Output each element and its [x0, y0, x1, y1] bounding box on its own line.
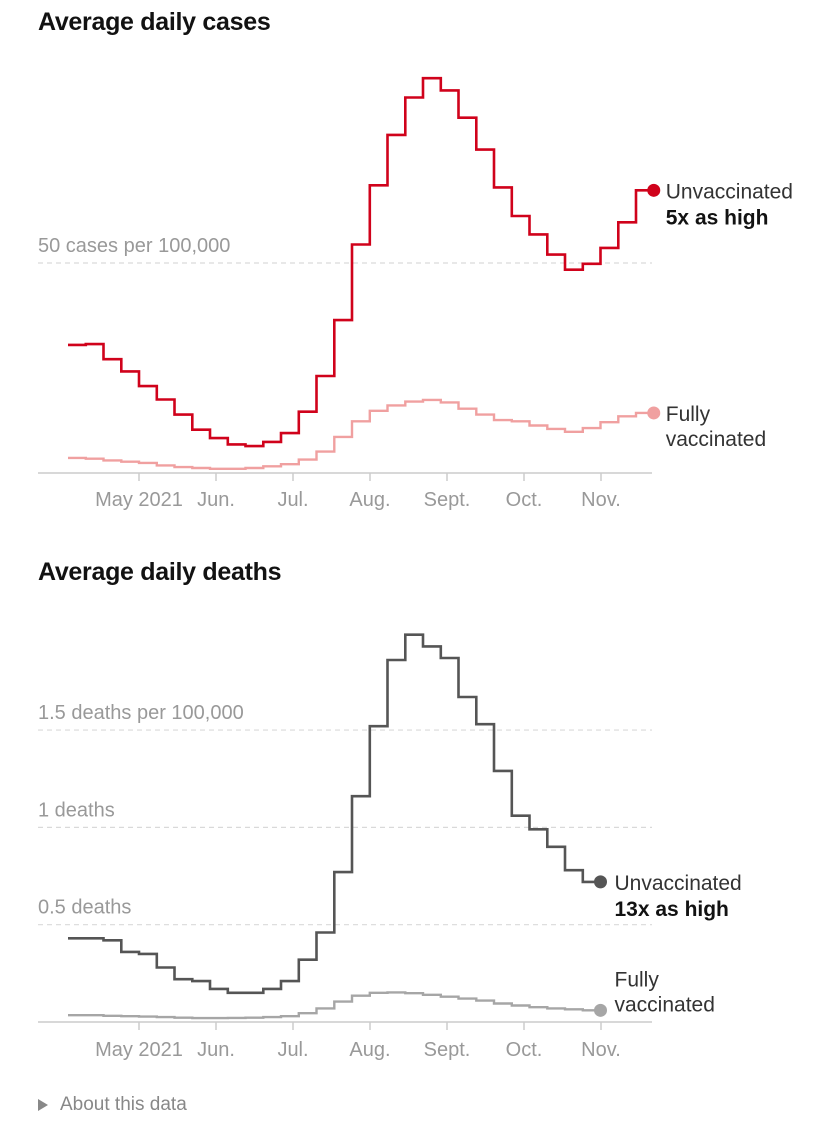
about-this-data-label: About this data — [60, 1094, 187, 1115]
y-reference-label: 50 cases per 100,000 — [38, 235, 230, 257]
series-end-dot — [594, 875, 607, 889]
x-tick-label: Jul. — [277, 1039, 308, 1061]
series-label: Fully — [666, 403, 711, 426]
x-tick-label: Jun. — [197, 1039, 235, 1061]
series-line-unvaccinated — [68, 76, 654, 448]
cases-chart: 50 cases per 100,000 May 2021 Jun. Jul. Aug.… — [38, 76, 793, 511]
series-line-unvaccinated — [68, 633, 601, 995]
series-label: Unvaccinated — [615, 872, 742, 895]
x-tick-label: May 2021 — [95, 489, 183, 511]
x-tick-label: May 2021 — [95, 1039, 183, 1061]
series-label: vaccinated — [615, 993, 715, 1016]
series-line-fully-vaccinated — [68, 991, 601, 1020]
series-end-dot — [647, 183, 661, 197]
series-annotation: 13x as high — [615, 898, 729, 921]
x-tick-label: Oct. — [506, 489, 543, 511]
x-tick-label: Jun. — [197, 489, 235, 511]
about-this-data-link[interactable]: About this data — [38, 1094, 187, 1116]
x-tick-label: Aug. — [349, 1039, 390, 1061]
x-tick-label: Sept. — [424, 1039, 471, 1061]
y-reference-label: 1 deaths — [38, 799, 115, 821]
x-tick-label: Nov. — [581, 489, 621, 511]
chart-title-deaths: Average daily deaths — [38, 558, 282, 586]
y-reference-label: 1.5 deaths per 100,000 — [38, 702, 244, 724]
y-reference-label: 0.5 deaths — [38, 897, 131, 919]
x-tick-label: Oct. — [506, 1039, 543, 1061]
x-tick-label: Sept. — [424, 489, 471, 511]
series-label: Unvaccinated — [666, 180, 793, 203]
series-end-dot — [594, 1003, 607, 1017]
triangle-right-icon — [38, 1099, 48, 1111]
x-tick-label: Jul. — [277, 489, 308, 511]
series-end-dot — [647, 406, 661, 420]
chart-title-cases: Average daily cases — [38, 8, 271, 36]
series-label: Fully — [615, 968, 660, 991]
deaths-chart: 0.5 deaths 1 deaths 1.5 deaths per 100,000… — [38, 633, 742, 1061]
series-label: vaccinated — [666, 428, 766, 451]
x-tick-label: Aug. — [349, 489, 390, 511]
series-line-fully-vaccinated — [68, 398, 654, 470]
series-annotation: 5x as high — [666, 206, 769, 229]
x-tick-label: Nov. — [581, 1039, 621, 1061]
